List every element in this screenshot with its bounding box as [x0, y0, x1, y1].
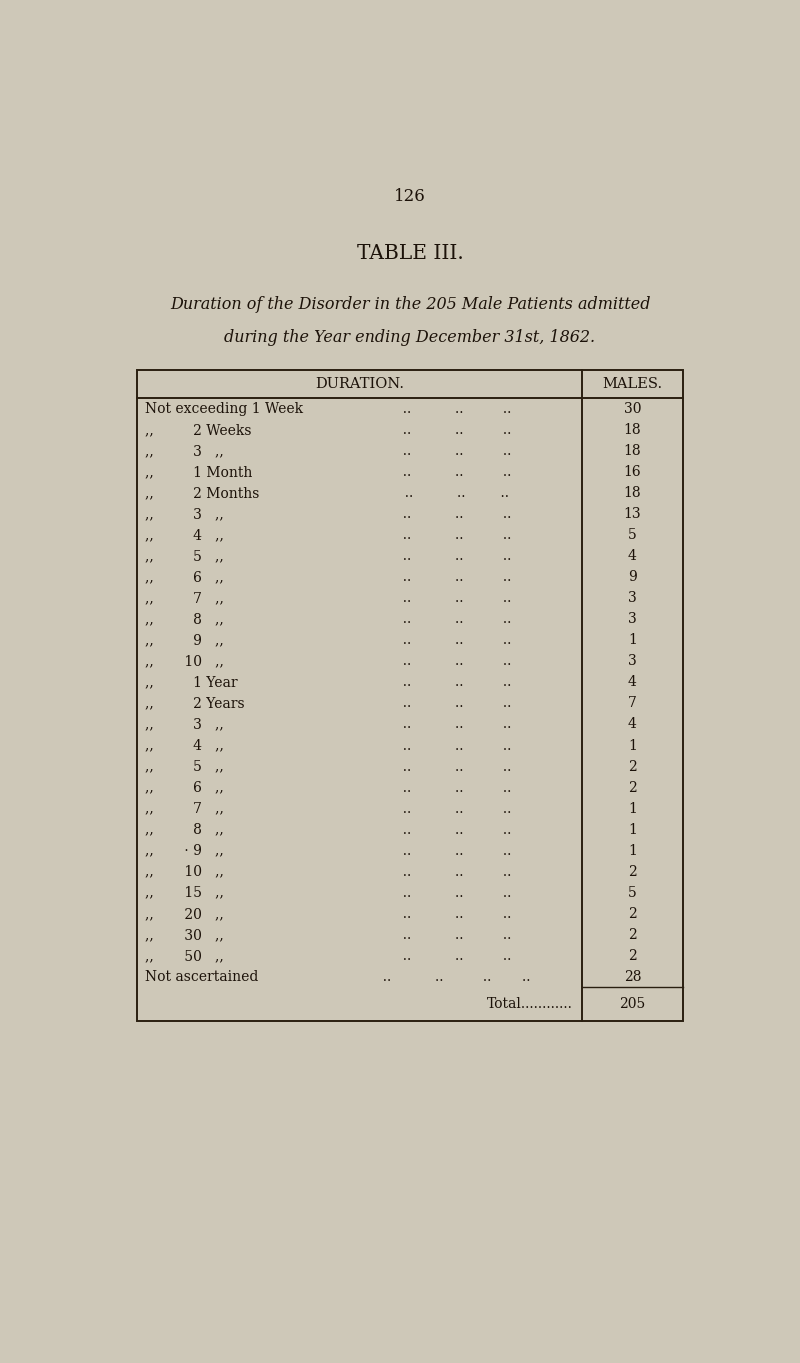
Text: 9: 9 [628, 570, 637, 585]
Text: ,,         8   ,,: ,, 8 ,, [145, 612, 224, 627]
Text: ..          ..         ..: .. .. .. [394, 801, 511, 815]
Text: ..          ..         ..: .. .. .. [394, 864, 511, 879]
Text: 7: 7 [628, 696, 637, 710]
Text: ..          ..         ..       ..: .. .. .. .. [374, 970, 531, 984]
Text: ,,         7   ,,: ,, 7 ,, [145, 592, 224, 605]
Text: 3: 3 [628, 612, 637, 627]
Text: ,,         4   ,,: ,, 4 ,, [145, 527, 224, 542]
Text: ..          ..         ..: .. .. .. [394, 549, 511, 563]
Text: 13: 13 [624, 507, 642, 521]
Text: ,,         5   ,,: ,, 5 ,, [145, 549, 224, 563]
Text: ..          ..         ..: .. .. .. [394, 444, 511, 458]
Text: ,,         2 Weeks: ,, 2 Weeks [145, 423, 251, 438]
Text: ,,       30   ,,: ,, 30 ,, [145, 928, 224, 942]
Text: TABLE III.: TABLE III. [357, 244, 463, 263]
Text: Not exceeding 1 Week: Not exceeding 1 Week [145, 402, 303, 416]
Text: 1: 1 [628, 801, 637, 815]
Text: ..          ..         ..: .. .. .. [394, 465, 511, 478]
Text: ,,       10   ,,: ,, 10 ,, [145, 654, 224, 668]
Text: ..          ..         ..: .. .. .. [394, 886, 511, 900]
Text: 2: 2 [628, 928, 637, 942]
Text: ..          ..         ..: .. .. .. [394, 402, 511, 416]
Text: ,,         1 Month: ,, 1 Month [145, 465, 252, 478]
Text: 3: 3 [628, 654, 637, 668]
Text: 3: 3 [628, 592, 637, 605]
Text: ..          ..         ..: .. .. .. [394, 654, 511, 668]
Text: ..          ..         ..: .. .. .. [394, 759, 511, 774]
Text: ,,         2 Years: ,, 2 Years [145, 696, 245, 710]
Text: 5: 5 [628, 886, 637, 900]
Text: 2: 2 [628, 906, 637, 921]
Text: ..          ..         ..: .. .. .. [394, 928, 511, 942]
Text: ..          ..         ..: .. .. .. [394, 949, 511, 962]
Text: during the Year ending December 31st, 1862.: during the Year ending December 31st, 18… [225, 328, 595, 346]
Text: 2: 2 [628, 759, 637, 774]
Text: 1: 1 [628, 634, 637, 647]
Text: Total............: Total............ [487, 998, 573, 1011]
Text: Not ascertained: Not ascertained [145, 970, 258, 984]
Text: 2: 2 [628, 949, 637, 962]
Text: 1: 1 [628, 739, 637, 752]
Text: ..          ..        ..: .. .. .. [396, 487, 509, 500]
Text: 4: 4 [628, 717, 637, 732]
Text: 126: 126 [394, 188, 426, 206]
Text: ,,         2 Months: ,, 2 Months [145, 487, 259, 500]
Text: ,,         9   ,,: ,, 9 ,, [145, 634, 224, 647]
Text: ..          ..         ..: .. .. .. [394, 423, 511, 438]
Text: MALES.: MALES. [602, 378, 662, 391]
Text: ..          ..         ..: .. .. .. [394, 844, 511, 857]
Text: 4: 4 [628, 676, 637, 690]
Text: ,,       20   ,,: ,, 20 ,, [145, 906, 224, 921]
Bar [138, 369, 682, 1021]
Text: 1: 1 [628, 844, 637, 857]
Text: 205: 205 [619, 998, 646, 1011]
Text: 18: 18 [624, 444, 642, 458]
Text: ,,       15   ,,: ,, 15 ,, [145, 886, 224, 900]
Text: ..          ..         ..: .. .. .. [394, 906, 511, 921]
Text: ..          ..         ..: .. .. .. [394, 676, 511, 690]
Text: ,,         6   ,,: ,, 6 ,, [145, 781, 224, 795]
Text: ..          ..         ..: .. .. .. [394, 570, 511, 585]
Text: 1: 1 [628, 823, 637, 837]
Text: ,,         4   ,,: ,, 4 ,, [145, 739, 224, 752]
Text: 2: 2 [628, 864, 637, 879]
Text: DURATION.: DURATION. [315, 378, 404, 391]
Text: ,,       10   ,,: ,, 10 ,, [145, 864, 224, 879]
Text: 16: 16 [624, 465, 642, 478]
Text: ,,         8   ,,: ,, 8 ,, [145, 823, 224, 837]
Text: ,,         3   ,,: ,, 3 ,, [145, 717, 224, 732]
Text: ..          ..         ..: .. .. .. [394, 527, 511, 542]
Text: ,,       50   ,,: ,, 50 ,, [145, 949, 224, 962]
Text: ..          ..         ..: .. .. .. [394, 717, 511, 732]
Text: 2: 2 [628, 781, 637, 795]
Text: ..          ..         ..: .. .. .. [394, 634, 511, 647]
Text: ..          ..         ..: .. .. .. [394, 592, 511, 605]
Text: ,,         5   ,,: ,, 5 ,, [145, 759, 224, 774]
Text: 5: 5 [628, 527, 637, 542]
Text: ,,         7   ,,: ,, 7 ,, [145, 801, 224, 815]
Text: ,,         3   ,,: ,, 3 ,, [145, 444, 224, 458]
Text: 30: 30 [624, 402, 641, 416]
Text: 4: 4 [628, 549, 637, 563]
Text: ..          ..         ..: .. .. .. [394, 781, 511, 795]
Text: ..          ..         ..: .. .. .. [394, 696, 511, 710]
Text: ..          ..         ..: .. .. .. [394, 823, 511, 837]
Text: ,,         1 Year: ,, 1 Year [145, 676, 238, 690]
Text: ,,         3   ,,: ,, 3 ,, [145, 507, 224, 521]
Text: 28: 28 [624, 970, 641, 984]
Text: ..          ..         ..: .. .. .. [394, 507, 511, 521]
Text: Duration of the Disorder in the 205 Male Patients admitted: Duration of the Disorder in the 205 Male… [170, 296, 650, 313]
Text: ..          ..         ..: .. .. .. [394, 739, 511, 752]
Text: ,,         6   ,,: ,, 6 ,, [145, 570, 224, 585]
Text: ,,       · 9   ,,: ,, · 9 ,, [145, 844, 224, 857]
Text: 18: 18 [624, 487, 642, 500]
Text: 18: 18 [624, 423, 642, 438]
Text: ..          ..         ..: .. .. .. [394, 612, 511, 627]
